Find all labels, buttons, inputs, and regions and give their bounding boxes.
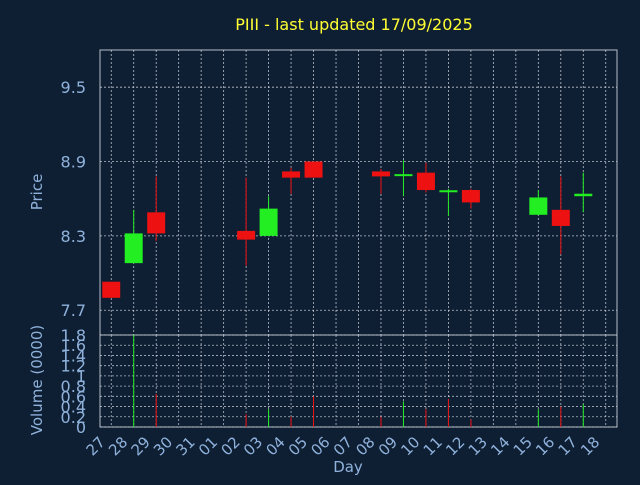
candle [259,196,278,236]
volume-tick-label: 0.2 [61,408,86,427]
candle-body [461,190,480,203]
candle [371,168,390,194]
candle-body [147,212,166,234]
candle [147,176,166,241]
volume-axis-label: Volume (0000) [28,325,46,435]
price-tick-label: 7.7 [61,301,86,320]
candle [529,190,548,215]
volume-tick-label: 1.6 [61,336,86,355]
candle-body [102,281,121,298]
candle-body [371,171,390,177]
candle [461,188,480,209]
volume-tick-label: 0 [76,418,86,437]
volume-tick-label: 0.6 [61,387,86,406]
price-frame [99,49,618,336]
chart-title: PIII - last updated 17/09/2025 [235,15,473,34]
volume-tick-label: 1.4 [61,346,86,365]
price-tick-label: 9.5 [61,78,86,97]
candle [102,281,121,298]
volume-tick-label: 0.8 [61,377,86,396]
price-axis-label: Price [28,174,46,211]
candle-body [551,209,570,226]
candle-body [304,161,323,178]
candle [237,177,256,266]
candle [574,172,593,213]
candle-body [574,193,593,197]
x-axis-ticks: 2728293031010203040506070809101112131415… [83,433,604,459]
price-panel: 9.5 8.9 8.3 7.7 [61,49,618,336]
price-tick-label: 8.3 [61,227,86,246]
candle-body [439,190,458,193]
candle [551,176,570,255]
candle-body [237,230,256,240]
candle-body [416,172,435,191]
candle [304,161,323,178]
price-tick-label: 8.9 [61,153,86,172]
candle-body [394,174,413,177]
volume-tick-label: 0.4 [61,398,86,417]
volume-tick-label: 1.2 [61,357,86,376]
candle-body [259,208,278,236]
candle [394,160,413,197]
candle [282,167,301,194]
candle [124,209,143,264]
candle-body [282,171,301,178]
x-axis-label: Day [333,458,363,476]
candle-body [124,233,143,264]
volume-tick-label: 1 [76,367,86,386]
volume-tick-label: 1.8 [61,326,86,345]
candle-body [529,197,548,215]
candle [416,162,435,193]
volume-panel: 1.81.61.41.210.80.60.40.20 [61,326,618,437]
candle [439,188,458,217]
x-tick-label: 18 [577,433,603,459]
